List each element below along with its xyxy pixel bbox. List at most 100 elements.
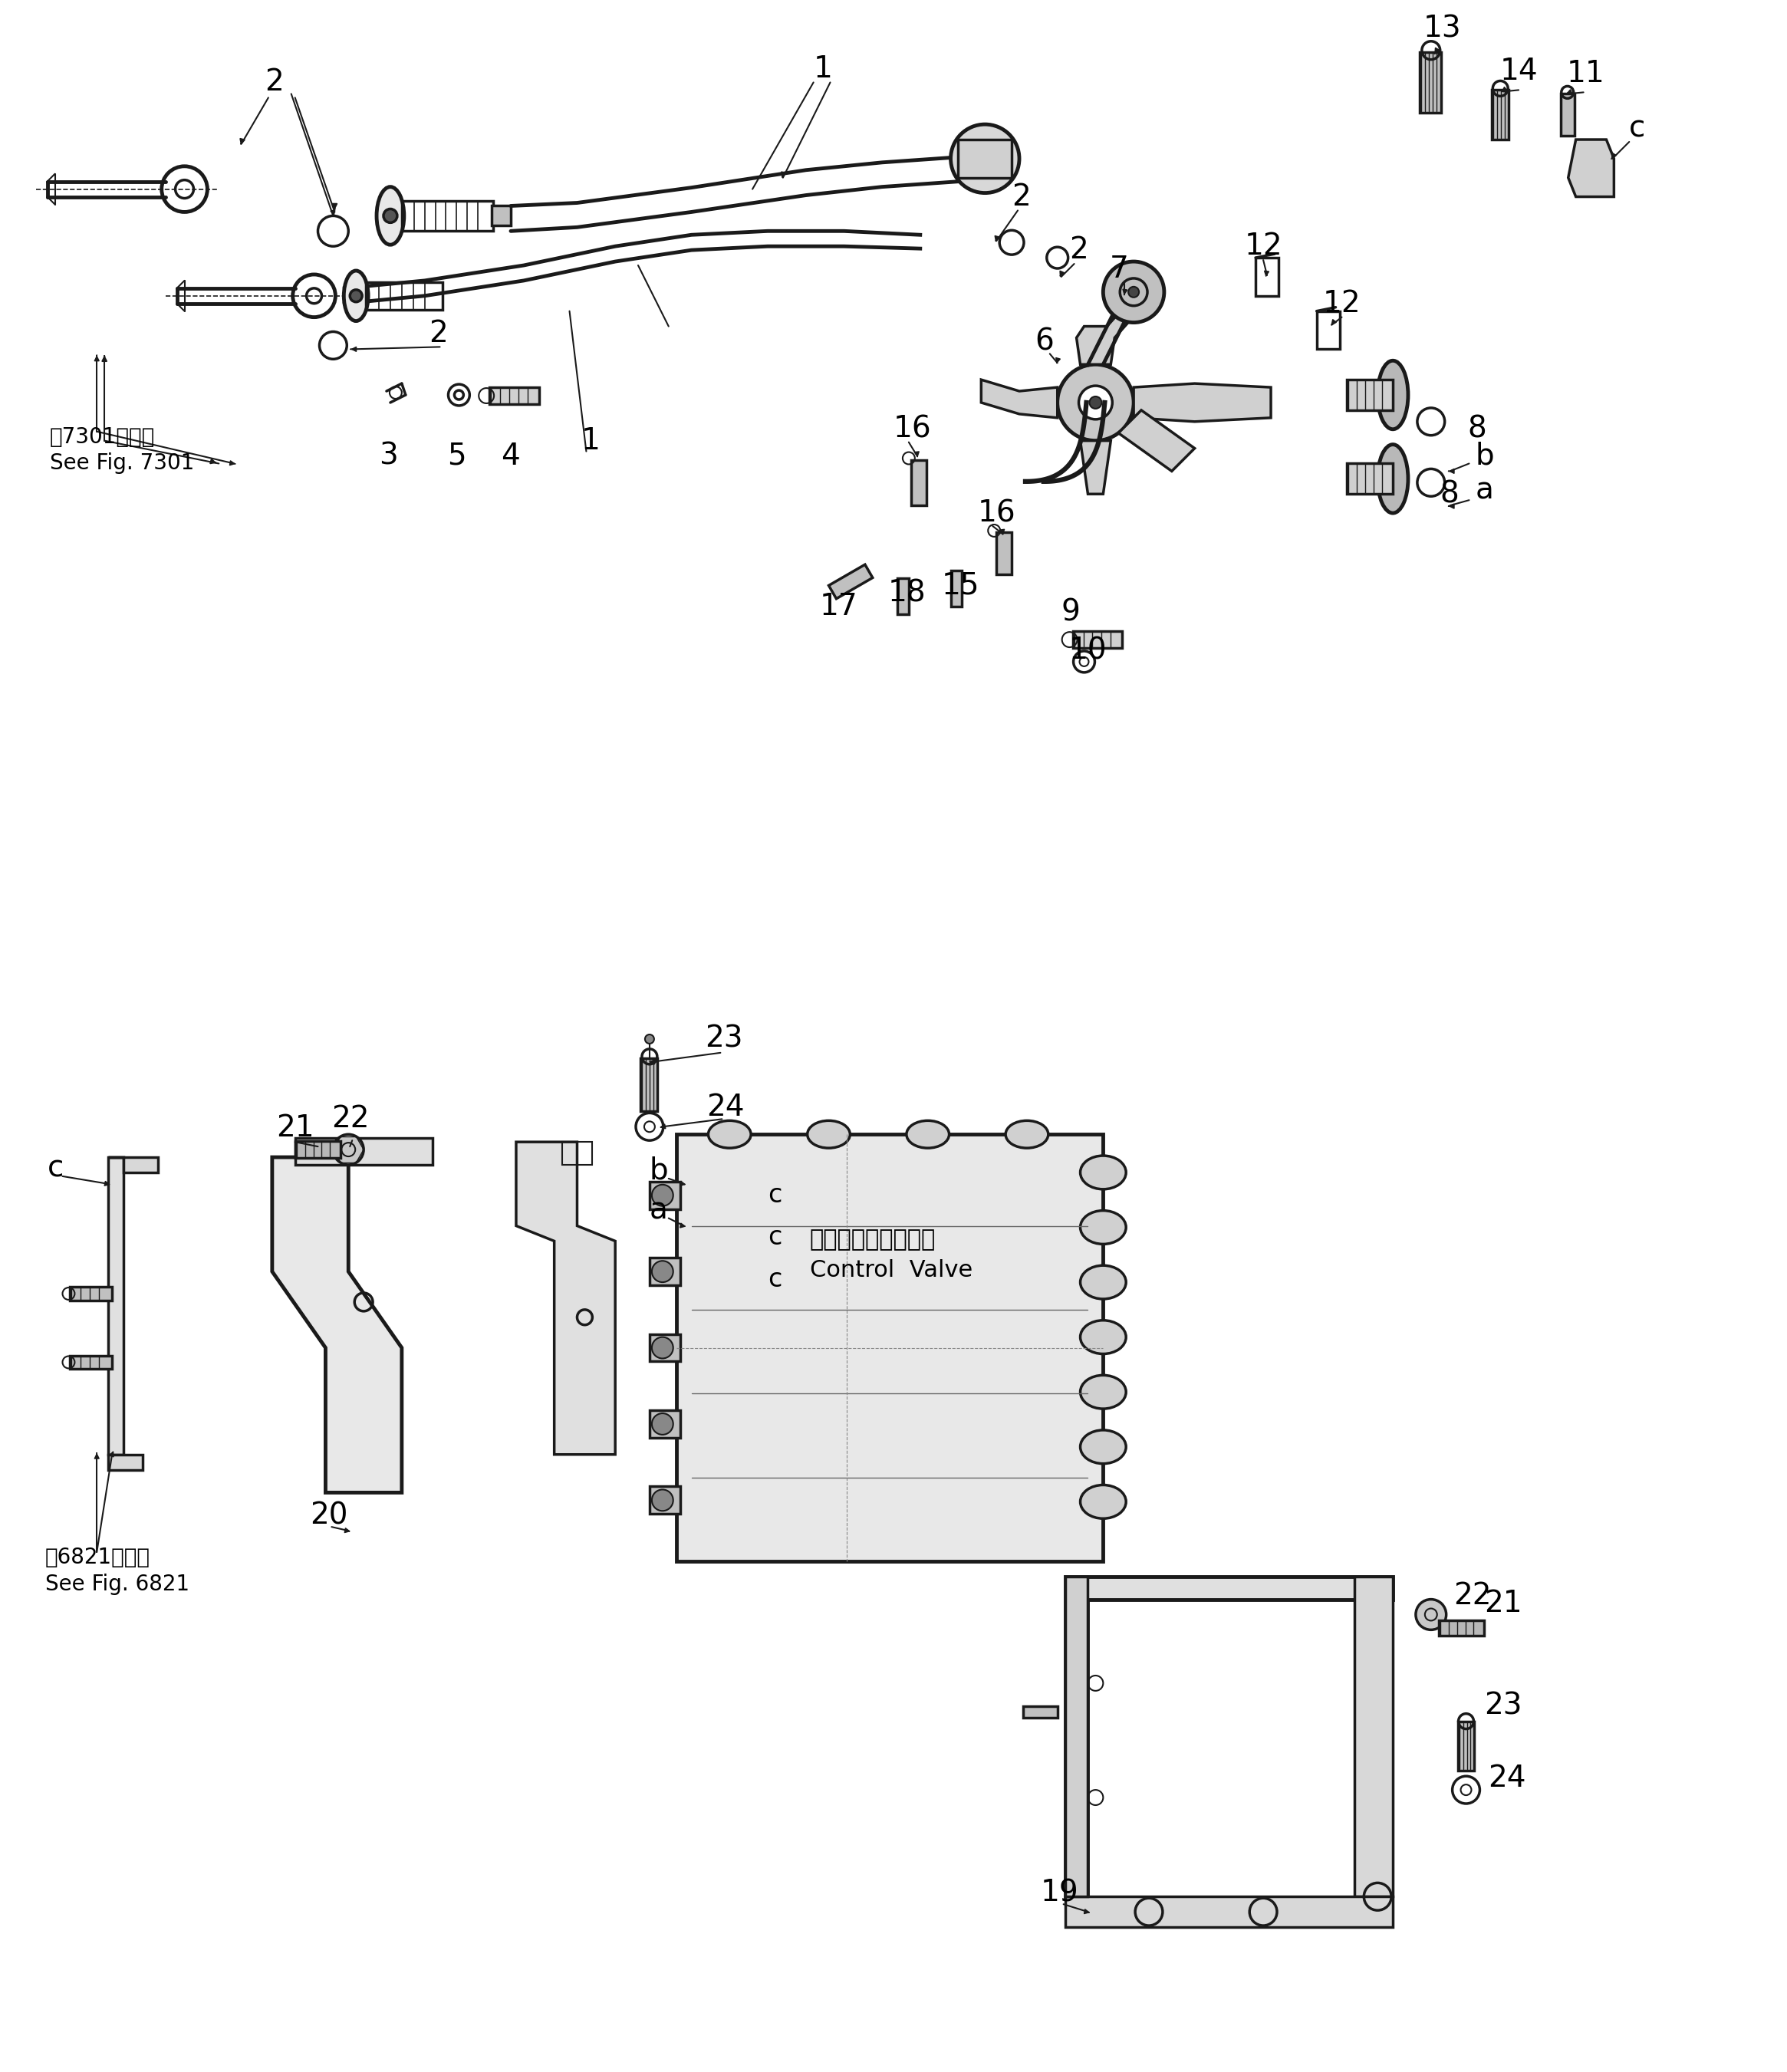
Bar	[997, 533, 1011, 574]
Polygon shape	[981, 379, 1058, 419]
Bar	[1256, 257, 1278, 296]
Bar	[958, 139, 1011, 178]
Circle shape	[652, 1413, 674, 1434]
Circle shape	[1079, 385, 1112, 419]
Ellipse shape	[708, 1121, 751, 1148]
Text: 8: 8	[1467, 414, 1487, 443]
Bar	[1317, 311, 1340, 350]
Bar	[1458, 1722, 1474, 1772]
Circle shape	[652, 1490, 674, 1510]
Text: 3: 3	[379, 441, 399, 470]
Ellipse shape	[1378, 361, 1408, 429]
Ellipse shape	[343, 271, 368, 321]
Ellipse shape	[1006, 1121, 1049, 1148]
Circle shape	[1058, 365, 1133, 441]
Polygon shape	[1133, 383, 1271, 421]
Text: 20: 20	[311, 1500, 348, 1529]
Ellipse shape	[1081, 1156, 1126, 1189]
Bar	[295, 1138, 432, 1164]
Circle shape	[1128, 286, 1138, 298]
Circle shape	[979, 153, 992, 166]
Bar	[1492, 89, 1508, 139]
Text: Control  Valve: Control Valve	[810, 1260, 972, 1280]
Polygon shape	[1065, 1577, 1088, 1896]
Bar	[402, 201, 493, 232]
Ellipse shape	[1081, 1320, 1126, 1353]
Circle shape	[332, 1133, 363, 1164]
Polygon shape	[109, 1455, 143, 1469]
Circle shape	[350, 290, 363, 303]
Text: 22: 22	[332, 1104, 370, 1133]
Polygon shape	[1569, 139, 1614, 197]
Text: 18: 18	[888, 578, 926, 607]
Ellipse shape	[377, 186, 404, 244]
Ellipse shape	[1081, 1376, 1126, 1409]
Text: 14: 14	[1499, 56, 1537, 85]
Bar	[1347, 464, 1392, 493]
Polygon shape	[1076, 292, 1145, 365]
Bar	[649, 1181, 681, 1210]
Text: 21: 21	[1485, 1589, 1523, 1618]
Bar	[649, 1334, 681, 1361]
Text: 19: 19	[1040, 1877, 1079, 1908]
Bar	[1419, 52, 1440, 112]
Text: c: c	[46, 1154, 64, 1183]
Text: a: a	[1476, 477, 1494, 506]
Text: 23: 23	[1485, 1691, 1523, 1720]
Text: c: c	[768, 1266, 781, 1291]
Text: b: b	[649, 1156, 668, 1185]
Text: 5: 5	[447, 441, 466, 470]
Text: a: a	[649, 1196, 668, 1225]
Polygon shape	[109, 1156, 157, 1173]
Text: 8: 8	[1440, 479, 1460, 508]
Circle shape	[652, 1185, 674, 1206]
Text: コントロールバルブ: コントロールバルブ	[810, 1229, 936, 1251]
Ellipse shape	[1081, 1266, 1126, 1299]
Bar	[1347, 379, 1392, 410]
Text: 21: 21	[275, 1113, 315, 1144]
Text: 23: 23	[706, 1024, 743, 1055]
Bar	[70, 1287, 113, 1301]
Text: 2: 2	[1069, 236, 1088, 265]
Text: c: c	[768, 1225, 781, 1249]
Text: 22: 22	[1455, 1581, 1492, 1610]
Bar	[649, 1411, 681, 1438]
Text: 2: 2	[264, 68, 284, 97]
Bar	[295, 1142, 341, 1158]
Bar	[640, 1059, 658, 1111]
Text: 2: 2	[1011, 182, 1031, 211]
Bar	[951, 570, 961, 607]
Bar	[490, 387, 540, 404]
Circle shape	[1090, 396, 1101, 408]
Text: 16: 16	[894, 414, 931, 443]
Circle shape	[1103, 261, 1163, 323]
Bar	[675, 1133, 1103, 1560]
Ellipse shape	[1378, 445, 1408, 514]
Bar	[561, 1142, 591, 1164]
Text: 第6821図参照: 第6821図参照	[45, 1546, 150, 1569]
Bar	[649, 1486, 681, 1515]
Text: 24: 24	[706, 1094, 745, 1123]
Text: 1: 1	[813, 54, 833, 83]
Text: 12: 12	[1322, 288, 1360, 317]
Text: 2: 2	[429, 319, 447, 348]
Bar	[491, 205, 511, 226]
Circle shape	[652, 1336, 674, 1359]
Text: 12: 12	[1244, 232, 1283, 261]
Ellipse shape	[808, 1121, 851, 1148]
Text: 24: 24	[1489, 1763, 1526, 1792]
Polygon shape	[516, 1142, 615, 1455]
Text: 7: 7	[1110, 255, 1128, 284]
Text: 10: 10	[1069, 636, 1106, 665]
Bar	[1072, 632, 1122, 649]
Text: See Fig. 6821: See Fig. 6821	[45, 1573, 189, 1595]
Bar	[911, 460, 926, 506]
Text: 6: 6	[1035, 327, 1054, 356]
Circle shape	[1415, 1600, 1446, 1631]
Text: 13: 13	[1424, 15, 1462, 44]
Circle shape	[384, 209, 397, 222]
Circle shape	[645, 1034, 654, 1044]
Text: 第7301図参照: 第7301図参照	[50, 427, 155, 448]
Text: c: c	[768, 1183, 781, 1208]
Ellipse shape	[906, 1121, 949, 1148]
